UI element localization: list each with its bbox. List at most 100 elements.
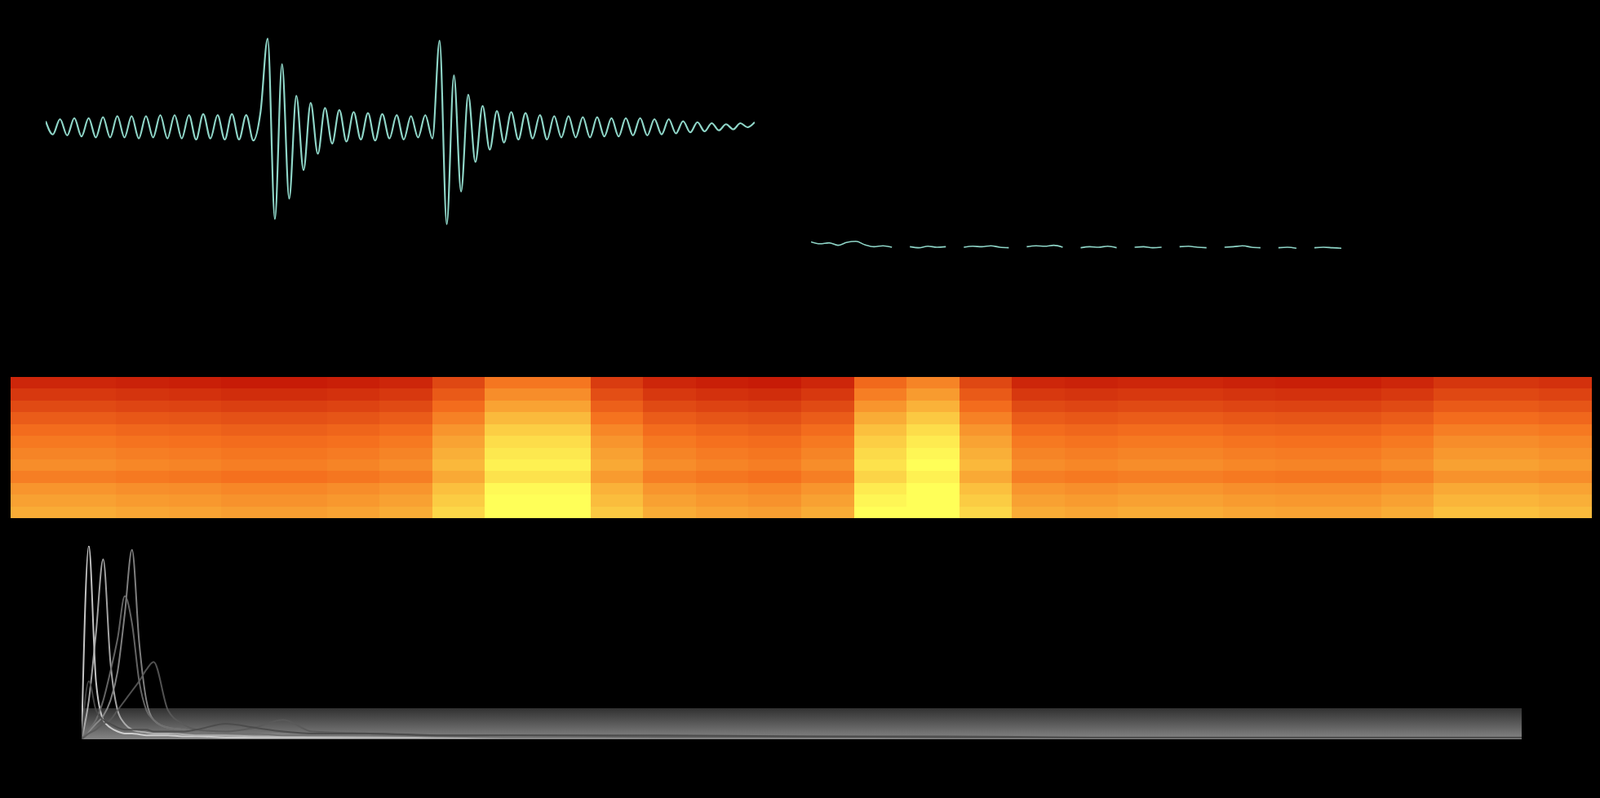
heatmap-cell [1064, 435, 1119, 448]
heatmap-cell [115, 400, 170, 413]
heatmap-cell [10, 470, 65, 484]
heatmap-cell [1433, 459, 1488, 472]
heatmap-cell [1064, 483, 1119, 496]
heatmap-cell [642, 494, 697, 507]
heatmap-cell [1328, 447, 1383, 461]
heatmap-cell [1064, 388, 1119, 401]
spectrum-line [81, 545, 1522, 740]
heatmap-cell [906, 388, 961, 401]
heatmap-cell [63, 447, 118, 461]
heatmap-cell [801, 412, 856, 425]
heatmap-cell [1381, 388, 1436, 401]
heatmap-cell [274, 470, 328, 484]
heatmap-cell [432, 424, 487, 437]
heatmap-cell [1486, 506, 1541, 519]
heatmap-cell [1223, 400, 1277, 413]
heatmap-cell [1433, 435, 1488, 448]
heatmap-cell [1275, 506, 1330, 519]
heatmap-cell [537, 459, 592, 472]
heatmap-cell [274, 376, 328, 390]
heatmap-cell [1433, 506, 1488, 519]
heatmap-cell [221, 447, 275, 461]
heatmap-cell [537, 388, 592, 401]
heatmap-cell [63, 400, 118, 413]
heatmap-cell [10, 376, 65, 390]
heatmap-cell [695, 376, 750, 390]
heatmap-cell [63, 388, 118, 401]
heatmap-cell [1538, 412, 1592, 425]
heatmap-cell [801, 435, 856, 448]
heatmap-cell [854, 400, 909, 413]
heatmap-cell [379, 447, 434, 461]
heatmap-cell [1117, 424, 1172, 437]
heatmap-cell [484, 447, 539, 461]
heatmap-cell [959, 447, 1014, 461]
plot-area [81, 545, 1522, 740]
heatmap-cell [327, 506, 382, 519]
heatmap-cell [695, 483, 750, 496]
heatmap-cell [221, 483, 275, 496]
heatmap-cell [1223, 459, 1277, 472]
heatmap-cell [1223, 412, 1277, 425]
heatmap-cell [484, 470, 539, 484]
heatmap-cell [537, 506, 592, 519]
heatmap-cell [695, 459, 750, 472]
heatmap-cell [63, 483, 118, 496]
heatmap-cell [221, 470, 275, 484]
heatmap-cell [10, 447, 65, 461]
heatmap-cell [1117, 412, 1172, 425]
heatmap-cell [1328, 459, 1383, 472]
heatmap-cell [379, 376, 434, 390]
heatmap-cell [590, 400, 645, 413]
heatmap-cell [63, 494, 118, 507]
heatmap-cell [168, 376, 223, 390]
heatmap-cell [854, 494, 909, 507]
heatmap-cell [1433, 483, 1488, 496]
heatmap-cell [168, 494, 223, 507]
heatmap-cell [168, 483, 223, 496]
heatmap-cell [1223, 470, 1277, 484]
heatmap-cell [590, 494, 645, 507]
heatmap-cell [748, 388, 803, 401]
heatmap-cell [379, 470, 434, 484]
heatmap-cell [695, 494, 750, 507]
heatmap-cell [1328, 388, 1383, 401]
heatmap-cell [1223, 494, 1277, 507]
spectrum-line [81, 681, 1522, 740]
heatmap-cell [1328, 400, 1383, 413]
heatmap-cell [274, 494, 328, 507]
heatmap-cell [642, 506, 697, 519]
heatmap-cell [748, 447, 803, 461]
heatmap-cell [168, 412, 223, 425]
heatmap-cell [1328, 376, 1383, 390]
heatmap-cell [221, 435, 275, 448]
heatmap-cell [168, 459, 223, 472]
heatmap-cell [695, 435, 750, 448]
waveform [45, 38, 755, 225]
heatmap-cell [327, 400, 382, 413]
heatmap-cell [115, 459, 170, 472]
heatmap-cell [1538, 424, 1592, 437]
heatmap-cell [1328, 494, 1383, 507]
heatmap-cell [748, 400, 803, 413]
heatmap-cell [168, 424, 223, 437]
heatmap-cell [695, 506, 750, 519]
heatmap-cell [695, 447, 750, 461]
heatmap-cell [1064, 459, 1119, 472]
heatmap-cell [1170, 400, 1224, 413]
heatmap-cell [1223, 483, 1277, 496]
heatmap-cell [115, 483, 170, 496]
heatmap-cell [63, 435, 118, 448]
heatmap-cell [642, 459, 697, 472]
heatmap-cell [590, 435, 645, 448]
heatmap-cell [432, 459, 487, 472]
heatmap-cell [327, 376, 382, 390]
heatmap-cell [642, 424, 697, 437]
heatmap-cell [1381, 470, 1436, 484]
heatmap-cell [1117, 483, 1172, 496]
heatmap-cell [1538, 459, 1592, 472]
heatmap-cell [432, 483, 487, 496]
heatmap-cell [748, 506, 803, 519]
heatmap-cell [379, 412, 434, 425]
heatmap-cell [1538, 376, 1592, 390]
